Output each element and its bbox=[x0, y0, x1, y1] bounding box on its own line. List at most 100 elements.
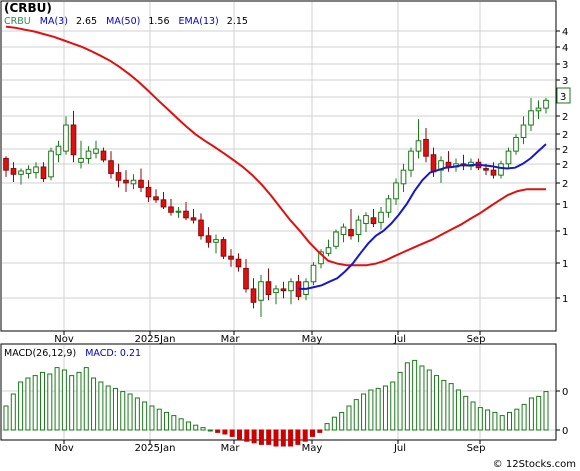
macd-tick-label: 0 bbox=[562, 426, 568, 437]
price-tick-label: 3 bbox=[562, 76, 568, 87]
candle-up bbox=[528, 110, 534, 126]
macd-bar-positive bbox=[390, 381, 396, 431]
macd-bar-positive bbox=[434, 375, 440, 431]
candle-up bbox=[93, 148, 99, 154]
x-tick-label: Jul bbox=[393, 334, 406, 345]
candle-up bbox=[48, 150, 54, 178]
price-y-ticks: 44332222221111 bbox=[556, 27, 568, 305]
candle-down bbox=[243, 267, 249, 290]
macd-x-tick-label: Nov bbox=[54, 443, 74, 454]
candle-up bbox=[498, 163, 504, 176]
price-tick-label: 2 bbox=[562, 179, 568, 190]
macd-bar-positive bbox=[171, 415, 177, 431]
macd-bar-positive bbox=[543, 391, 549, 431]
candle-down bbox=[198, 219, 204, 237]
candle-up bbox=[25, 168, 32, 174]
macd-bar-positive bbox=[339, 411, 345, 431]
candle-down bbox=[250, 288, 257, 303]
candle-down bbox=[483, 168, 489, 171]
macd-bar-negative bbox=[302, 429, 308, 442]
indicator-lines bbox=[5, 25, 547, 290]
macd-bar-positive bbox=[419, 365, 425, 431]
legend-ema13-value: 2.15 bbox=[227, 16, 248, 27]
macd-bar-negative bbox=[251, 429, 257, 444]
macd-bar-positive bbox=[134, 397, 140, 431]
macd-legend-value-label: MACD: bbox=[85, 348, 117, 359]
price-tick-label: 3 bbox=[562, 60, 568, 71]
legend-ma3-label: MA(3) bbox=[40, 16, 68, 27]
candle-down bbox=[490, 169, 497, 176]
candle-down bbox=[183, 210, 189, 219]
candle-up bbox=[63, 124, 69, 152]
price-tick-label: 4 bbox=[562, 43, 568, 54]
macd-x-tick-label: Sep bbox=[467, 443, 486, 454]
candle-down bbox=[168, 206, 174, 213]
macd-bar-positive bbox=[382, 385, 388, 431]
ma50-line bbox=[5, 25, 546, 267]
macd-bar-negative bbox=[244, 429, 250, 442]
candle-up bbox=[273, 288, 279, 294]
macd-tick-label: 0 bbox=[562, 387, 568, 398]
candle-down bbox=[10, 168, 17, 175]
macd-bar-positive bbox=[149, 405, 155, 431]
candle-up bbox=[78, 157, 84, 163]
macd-bar-positive bbox=[499, 415, 505, 431]
candle-up bbox=[363, 215, 369, 225]
candle-up bbox=[520, 124, 527, 138]
candle-up bbox=[325, 247, 332, 254]
macd-bar-positive bbox=[477, 407, 483, 431]
macd-bar-positive bbox=[353, 399, 359, 431]
candle-up bbox=[288, 281, 294, 292]
macd-bar-positive bbox=[61, 369, 67, 431]
macd-bar-positive bbox=[142, 401, 148, 431]
macd-bar-positive bbox=[463, 395, 469, 431]
macd-bar-positive bbox=[470, 401, 476, 431]
candle-up bbox=[18, 170, 24, 175]
price-tick-label: 1 bbox=[562, 294, 568, 305]
macd-bar-positive bbox=[455, 389, 461, 431]
macd-x-tick-label: 2025Jan bbox=[135, 443, 176, 454]
candle-down bbox=[115, 172, 122, 181]
candle-up bbox=[393, 182, 399, 200]
price-tick-label: 4 bbox=[562, 27, 568, 38]
legend-ticker: CRBU bbox=[4, 16, 31, 27]
candle-up bbox=[513, 136, 519, 152]
candle-up bbox=[258, 281, 264, 301]
macd-bar-positive bbox=[485, 409, 491, 431]
macd-bar-positive bbox=[18, 381, 24, 431]
candle-up bbox=[213, 239, 219, 243]
candle-down bbox=[190, 217, 197, 221]
candle-up bbox=[543, 99, 549, 109]
candle-up bbox=[55, 145, 62, 156]
macd-bar-positive bbox=[346, 405, 352, 431]
candle-down bbox=[265, 281, 272, 295]
last-price-marker: 3 bbox=[556, 87, 571, 104]
candle-down bbox=[3, 157, 9, 171]
macd-bar-positive bbox=[25, 377, 31, 431]
candle-up bbox=[310, 264, 317, 283]
price-tick-label: 2 bbox=[562, 112, 568, 123]
macd-bar-positive bbox=[536, 395, 542, 431]
x-tick-labels: Nov Nov 2025Jan 2025Jan Mar Mar May May Jul Jul Se… bbox=[54, 331, 485, 454]
macd-bar-negative bbox=[317, 429, 323, 433]
candle-down bbox=[430, 154, 437, 173]
macd-bar-positive bbox=[98, 381, 104, 431]
legend-ema13-label: EMA(13) bbox=[179, 16, 219, 27]
candle-up bbox=[333, 231, 339, 247]
macd-bar-positive bbox=[397, 371, 403, 431]
legend-ma50-label: MA(50) bbox=[106, 16, 140, 27]
candle-down bbox=[138, 179, 144, 188]
macd-bar-positive bbox=[112, 387, 118, 431]
macd-bar-positive bbox=[361, 393, 367, 431]
macd-bar-positive bbox=[39, 371, 45, 431]
macd-bar-negative bbox=[222, 429, 228, 435]
candle-down bbox=[220, 239, 227, 257]
macd-bar-negative bbox=[273, 429, 279, 447]
x-tick-label: May bbox=[302, 334, 323, 345]
macd-bar-negative bbox=[237, 429, 243, 441]
macd-legend-value: 0.21 bbox=[120, 348, 141, 359]
macd-bar-positive bbox=[32, 375, 38, 431]
candle-up bbox=[505, 150, 512, 165]
candle-up bbox=[130, 179, 137, 185]
